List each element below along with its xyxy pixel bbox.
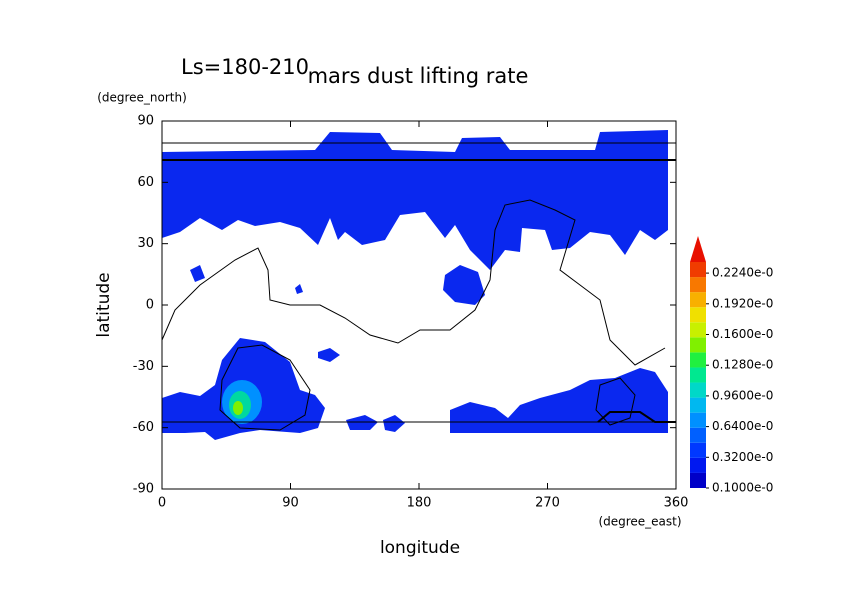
colorbar-segment [690,292,706,308]
x-axis-label: longitude [380,538,460,558]
colorbar-tick-label: 0.6400e-0 [712,419,773,433]
colorbar-segment [690,427,706,443]
colorbar-segment [690,412,706,428]
colorbar-segment [690,307,706,323]
y-units: (degree_north) [97,91,187,105]
small-fill [190,265,485,362]
colorbar-tick-label: 0.1000e-0 [712,481,773,495]
colorbar-segment [690,397,706,413]
y-axis-label: latitude [94,272,114,337]
x-tick-label: 270 [535,496,560,511]
colorbar-tick-label: 0.9600e-0 [712,388,773,402]
subtitle: Ls=180-210 [181,55,309,79]
colorbar-segment [690,337,706,353]
colorbar-tick-label: 0.2240e-0 [712,266,773,280]
south-fill-east [450,368,668,433]
x-tick-label: 90 [282,496,299,511]
y-tick-label: -60 [133,420,154,435]
x-tick-label: 180 [407,496,432,511]
y-tick-label: -90 [133,482,154,497]
y-tick-label: -30 [133,359,154,374]
contour-line [161,199,666,366]
x-units: (degree_east) [598,515,681,529]
x-tick-label: 0 [158,496,166,511]
contour-line [595,377,636,426]
colorbar-tick-label: 0.1920e-0 [712,296,773,310]
contour-line [219,344,311,431]
colorbar-segment [690,322,706,338]
colorbar-extension [690,236,706,262]
chart-title: mars dust lifting rate [308,64,529,88]
north-fill [162,130,668,270]
colorbar-segment [690,382,706,398]
colorbar-segment [690,352,706,368]
colorbar-segment [690,472,706,488]
y-tick-label: 30 [137,236,154,251]
contour-line [597,411,676,423]
axes: 0 90 180 270 360 -90 -60 -30 0 30 60 90 0.1000e-0 0.3… [133,114,774,511]
contour-fills [162,130,668,440]
contour-lines [161,142,676,431]
high-fill [233,401,243,415]
colorbar-segment [690,367,706,383]
colorbar-tick-label: 0.1280e-0 [712,358,773,372]
y-tick-label: 0 [146,298,154,313]
colorbar-segment [690,262,706,278]
colorbar-tick-label: 0.1600e-0 [712,327,773,341]
colorbar-segment [690,442,706,458]
x-tick-label: 360 [664,496,689,511]
y-tick-label: 90 [137,114,154,129]
colorbar-tick-label: 0.3200e-0 [712,450,773,464]
colorbar-segment [690,277,706,293]
colorbar-segment [690,457,706,473]
small-fill [346,415,405,432]
y-tick-label: 60 [137,175,154,190]
